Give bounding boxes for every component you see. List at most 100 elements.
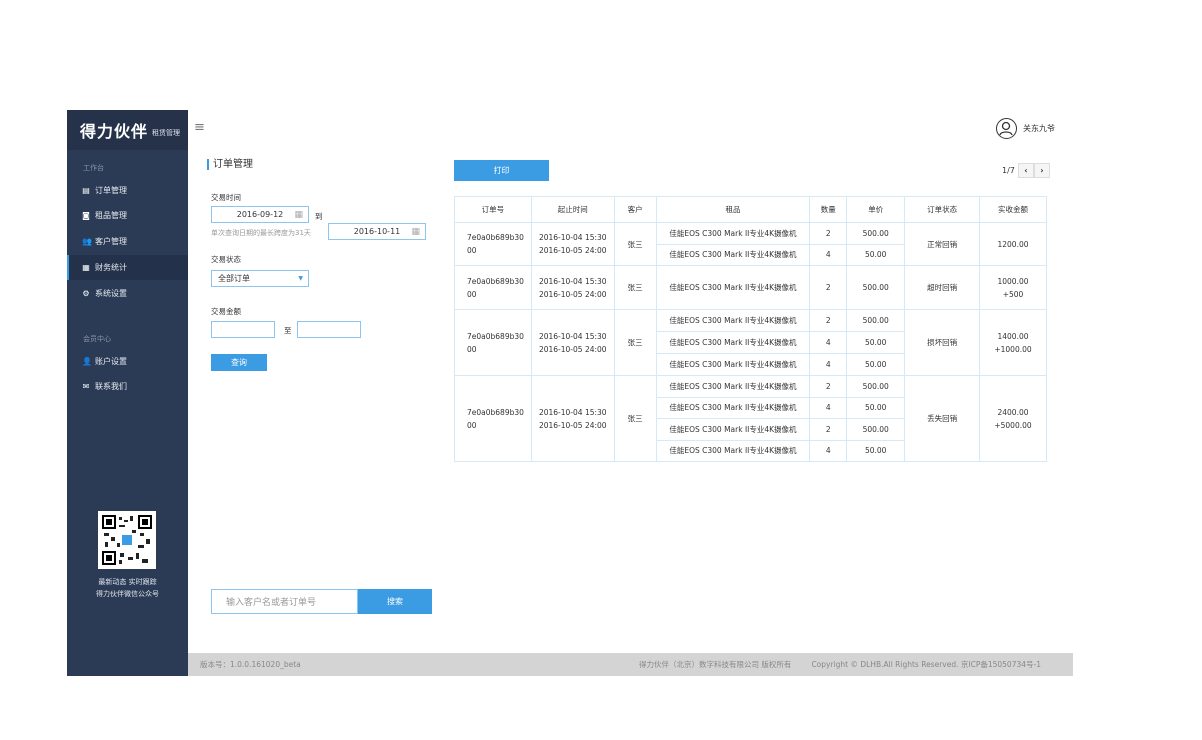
menu-toggle-icon[interactable]: ≡: [194, 120, 205, 135]
price-cell: 50.00: [846, 243, 906, 266]
calendar-icon[interactable]: ▦: [411, 226, 420, 237]
chevron-down-icon: ▼: [298, 275, 303, 282]
print-button[interactable]: 打印: [454, 160, 549, 181]
column-header: 租品: [655, 196, 811, 223]
order-id-cell: 7e0a0b689b3000: [454, 265, 532, 310]
quantity-cell: 2: [809, 265, 848, 310]
status-cell: 损坏回销: [904, 309, 980, 376]
section-workbench: 工作台: [83, 164, 104, 172]
calendar-icon[interactable]: ▦: [294, 209, 303, 220]
qr-caption-1: 最新动态 实时跟踪: [98, 578, 157, 586]
time-label: 交易时间: [211, 193, 241, 202]
quantity-cell: 2: [809, 375, 848, 398]
sidebar: 得力伙伴 租赁管理 工作台 ▤ 订单管理 ◙ 租品管理 👥 客户管理 ▦ 财务统计 ⚙ 系…: [67, 110, 188, 676]
customer-cell: 张三: [613, 222, 657, 266]
column-header: 起止时间: [530, 196, 615, 223]
sidebar-item-label: 财务统计: [95, 263, 127, 272]
product-cell: 佳能EOS C300 Mark II专业4K摄像机: [655, 439, 811, 462]
user-icon: 👤: [82, 357, 92, 366]
amount-cell: 2400.00 +5000.00: [979, 375, 1047, 462]
prev-page-button[interactable]: ‹: [1017, 163, 1034, 178]
sidebar-item-contact[interactable]: ✉ 联系我们: [67, 374, 188, 399]
sidebar-item-label: 客户管理: [95, 237, 127, 246]
amount-cell: 1200.00: [979, 222, 1047, 266]
search-input[interactable]: 输入客户名或者订单号: [211, 589, 358, 614]
product-cell: 佳能EOS C300 Mark II专业4K摄像机: [655, 243, 811, 266]
table-row[interactable]: 佳能EOS C300 Mark II专业4K摄像机 4 50.00: [455, 396, 1047, 419]
status-cell: 丢失回销: [904, 375, 980, 462]
sidebar-item-finance[interactable]: ▦ 财务统计: [67, 255, 188, 280]
amount-from-input[interactable]: [211, 321, 275, 338]
price-cell: 50.00: [846, 331, 906, 354]
table-row[interactable]: 7e0a0b689b3000 2016-10-04 15:30 2016-10-05…: [454, 375, 1047, 462]
product-cell: 佳能EOS C300 Mark II专业4K摄像机: [655, 222, 811, 245]
column-header: 数量: [809, 196, 848, 223]
time-range-cell-line: 2016-10-05 24:00: [538, 344, 607, 354]
price-cell: 50.00: [846, 353, 906, 376]
time-range-cell-line: 2016-10-05 24:00: [538, 289, 607, 299]
table-row[interactable]: 佳能EOS C300 Mark II专业4K摄像机 4 50.00: [455, 353, 1047, 376]
product-cell: 佳能EOS C300 Mark II专业4K摄像机: [655, 396, 811, 419]
table-row[interactable]: 7e0a0b689b3000 2016-10-04 15:30 2016-10-05…: [454, 222, 1047, 266]
finance-icon: ▦: [82, 263, 90, 272]
product-cell: 佳能EOS C300 Mark II专业4K摄像机: [655, 353, 811, 376]
table-row[interactable]: 佳能EOS C300 Mark II专业4K摄像机 4 50.00: [455, 439, 1047, 462]
date-to-input[interactable]: 2016-10-11 ▦: [328, 223, 426, 240]
sidebar-item-label: 订单管理: [95, 186, 127, 195]
orders-icon: ▤: [82, 186, 90, 195]
column-header: 实收金额: [979, 196, 1047, 223]
amount-cell-line: 1200.00: [997, 239, 1029, 249]
time-range-cell-line: 2016-10-05 24:00: [538, 246, 607, 255]
amount-cell: 1000.00 +500: [979, 265, 1047, 310]
search-button[interactable]: 搜索: [358, 589, 432, 614]
time-range-cell: 2016-10-04 15:30 2016-10-05 24:00: [530, 222, 615, 266]
camera-icon: ◙: [82, 211, 90, 220]
table-row[interactable]: 佳能EOS C300 Mark II专业4K摄像机 4 50.00: [455, 331, 1047, 354]
status-label: 交易状态: [211, 255, 241, 264]
orders-table: 订单号 起止时间 客户 租品 数量 单价 订单状态 实收金额 7e0a0b689b3000 20…: [454, 196, 1047, 462]
amount-to-label: 至: [284, 326, 292, 335]
column-header: 订单号: [454, 196, 532, 223]
status-cell: 正常回销: [904, 222, 980, 266]
section-member: 会员中心: [83, 335, 111, 343]
sidebar-item-label: 租品管理: [95, 211, 127, 220]
to-label: 到: [315, 212, 323, 221]
logo-text: 得力伙伴: [80, 122, 149, 141]
date-from-value: 2016-09-12: [236, 210, 284, 219]
date-from-input[interactable]: 2016-09-12 ▦: [211, 206, 309, 223]
sidebar-item-customers[interactable]: 👥 客户管理: [67, 229, 188, 254]
date-to-value: 2016-10-11: [353, 227, 401, 236]
sidebar-item-settings[interactable]: ⚙ 系统设置: [67, 281, 188, 306]
time-range-cell-line: 2016-10-04 15:30: [538, 233, 607, 242]
column-header: 订单状态: [904, 196, 980, 223]
column-header: 客户: [613, 196, 657, 223]
amount-to-input[interactable]: [297, 321, 361, 338]
status-value: 全部订单: [218, 274, 250, 283]
table-header: 订单号 起止时间 客户 租品 数量 单价 订单状态 实收金额: [454, 196, 1047, 223]
avatar-icon: [996, 118, 1017, 139]
amount-cell-line: +1000.00: [994, 344, 1032, 354]
sidebar-item-products[interactable]: ◙ 租品管理: [67, 203, 188, 228]
logo[interactable]: 得力伙伴 租赁管理: [67, 110, 188, 150]
status-select[interactable]: 全部订单 ▼: [211, 270, 309, 287]
table-row[interactable]: 7e0a0b689b3000 2016-10-04 15:30 2016-10-05…: [454, 309, 1047, 376]
amount-cell: 1400.00 +1000.00: [979, 309, 1047, 376]
time-range-cell-line: 2016-10-04 15:30: [538, 407, 607, 417]
product-cell: 佳能EOS C300 Mark II专业4K摄像机: [655, 309, 811, 332]
query-button[interactable]: 查询: [211, 354, 267, 371]
sidebar-item-orders[interactable]: ▤ 订单管理: [67, 178, 188, 203]
quantity-cell: 4: [809, 331, 848, 354]
mail-icon: ✉: [82, 382, 90, 391]
user-name: 关东九爷: [1023, 124, 1055, 133]
next-page-button[interactable]: ›: [1033, 163, 1050, 178]
sidebar-item-account[interactable]: 👤 账户设置: [67, 349, 188, 374]
table-row[interactable]: 7e0a0b689b3000 2016-10-04 15:30 2016-10-05…: [454, 265, 1047, 310]
quantity-cell: 4: [809, 439, 848, 462]
version-text: 版本号：1.0.0.161020_beta: [200, 660, 301, 669]
price-cell: 500.00: [846, 309, 906, 332]
price-cell: 50.00: [846, 439, 906, 462]
quantity-cell: 2: [809, 222, 848, 245]
page-indicator: 1/7: [1002, 166, 1015, 175]
time-range-cell: 2016-10-04 15:30 2016-10-05 24:00: [530, 375, 615, 462]
user-menu[interactable]: 关东九爷: [996, 118, 1055, 139]
